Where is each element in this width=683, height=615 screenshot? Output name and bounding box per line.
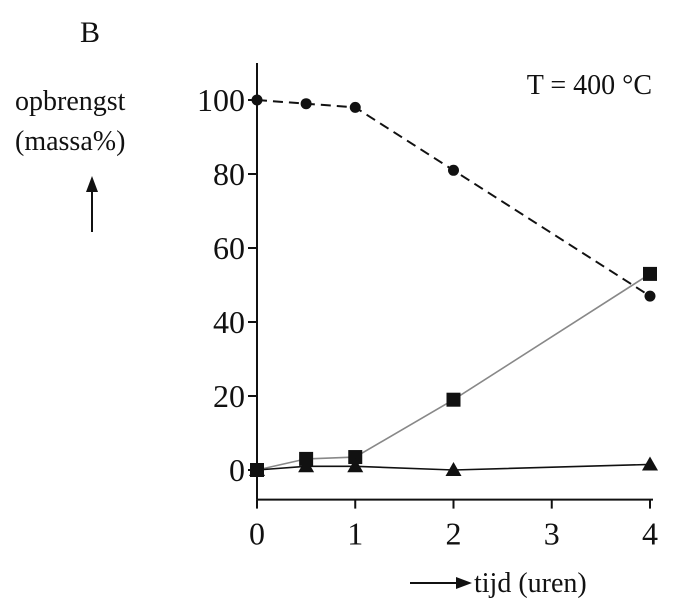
y-tick-label: 60 — [213, 230, 245, 266]
y-tick-label: 100 — [197, 82, 245, 118]
series-line — [256, 273, 651, 471]
y-tick-label: 80 — [213, 156, 245, 192]
y-axis-label-line-1: opbrengst — [15, 86, 126, 117]
y-tick-label: 20 — [213, 378, 245, 414]
data-point-triangle — [249, 462, 265, 476]
series-layer — [249, 94, 658, 477]
x-axis-arrow-icon — [410, 577, 472, 589]
y-axis-label-line-2: (massa%) — [15, 126, 125, 157]
x-axis-label-group: tijd (uren) — [410, 568, 587, 599]
panel-label: B — [80, 16, 100, 49]
series-line — [256, 99, 651, 297]
data-point-triangle — [445, 462, 462, 476]
x-axis-label: tijd (uren) — [474, 568, 587, 599]
series-triangle — [249, 456, 658, 476]
data-point-triangle — [298, 458, 315, 473]
x-tick-label: 4 — [642, 516, 658, 552]
data-point-circle — [448, 164, 459, 176]
data-point-square — [446, 392, 461, 407]
series-circle — [251, 94, 656, 302]
data-point-triangle — [347, 458, 364, 473]
x-tick-label: 1 — [347, 516, 363, 552]
data-point-circle — [251, 94, 263, 106]
y-tick-label: 40 — [213, 304, 245, 340]
x-tick-label: 3 — [544, 516, 560, 552]
data-point-circle — [644, 290, 656, 302]
data-point-square — [643, 266, 657, 281]
data-point-square — [348, 450, 363, 465]
axes: 0 20 40 60 80 100 0 1 2 3 4 — [197, 63, 658, 552]
x-tick-label: 0 — [249, 516, 265, 552]
series-square — [250, 266, 657, 477]
data-point-circle — [300, 98, 312, 110]
x-tick-label: 2 — [446, 516, 462, 552]
y-tick-label: 0 — [229, 452, 245, 488]
temperature-annotation: T = 400 °C — [527, 70, 652, 101]
data-point-triangle — [642, 456, 658, 471]
data-point-circle — [349, 101, 361, 113]
y-axis-arrow-icon — [86, 176, 98, 232]
